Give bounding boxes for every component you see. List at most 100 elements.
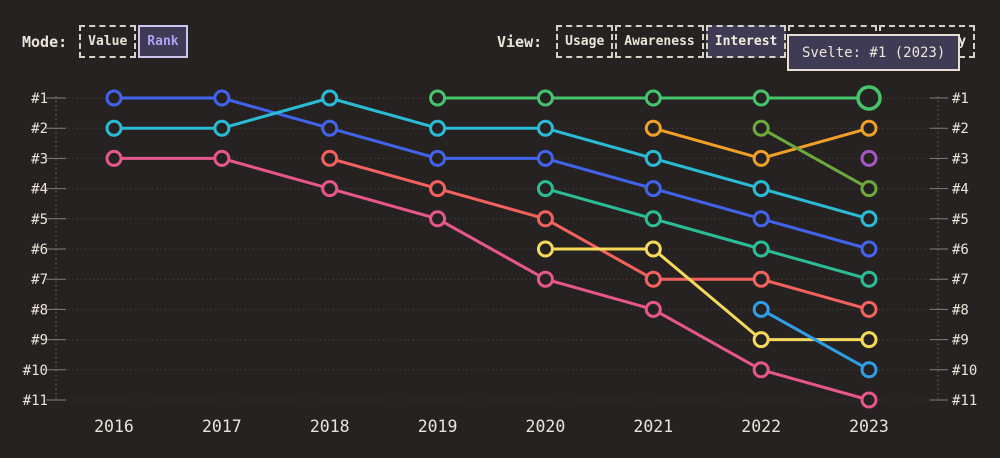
cyan-point-2020[interactable] bbox=[536, 119, 554, 137]
view-label: View: bbox=[497, 32, 543, 51]
pink-point-2021[interactable] bbox=[644, 300, 662, 318]
rank-label-right-4: #4 bbox=[952, 182, 969, 198]
rank-label-left-2: #2 bbox=[31, 121, 48, 137]
rank-label-right-6: #6 bbox=[952, 242, 969, 258]
mode-option-value[interactable]: Value bbox=[79, 25, 137, 58]
svelte-point-2022[interactable] bbox=[752, 89, 770, 107]
rank-label-left-6: #6 bbox=[31, 242, 48, 258]
cyan-point-2022[interactable] bbox=[752, 180, 770, 198]
cyan-point-2021[interactable] bbox=[644, 149, 662, 167]
pink-point-2019[interactable] bbox=[429, 210, 447, 228]
royal-blue-point-2023[interactable] bbox=[860, 240, 878, 258]
chart-tooltip: Svelte: #1 (2023) bbox=[787, 34, 961, 71]
teal-point-2020[interactable] bbox=[536, 180, 554, 198]
royal-blue-point-2021[interactable] bbox=[644, 180, 662, 198]
view-option-awareness[interactable]: Awareness bbox=[615, 25, 704, 58]
teal-point-2023[interactable] bbox=[860, 270, 878, 288]
svelte-point-2020[interactable] bbox=[536, 89, 554, 107]
orange-point-2022[interactable] bbox=[752, 149, 770, 167]
year-label-2017: 2017 bbox=[202, 417, 242, 436]
rank-label-right-10: #10 bbox=[952, 363, 977, 379]
sky-blue-point-2023[interactable] bbox=[860, 361, 878, 379]
view-option-usage[interactable]: Usage bbox=[556, 25, 614, 58]
salmon-point-2021[interactable] bbox=[644, 270, 662, 288]
royal-blue-point-2020[interactable] bbox=[536, 149, 554, 167]
mode-label: Mode: bbox=[22, 32, 68, 51]
rank-label-left-4: #4 bbox=[31, 182, 48, 198]
pink-line[interactable] bbox=[112, 156, 871, 402]
svelte-point-2021[interactable] bbox=[644, 89, 662, 107]
lime-line[interactable] bbox=[759, 126, 871, 191]
sky-blue-line[interactable] bbox=[759, 307, 871, 372]
cyan-point-2023[interactable] bbox=[860, 210, 878, 228]
cyan-point-2019[interactable] bbox=[429, 119, 447, 137]
rank-label-left-1: #1 bbox=[31, 91, 48, 107]
pink-point-2017[interactable] bbox=[213, 149, 231, 167]
salmon-point-2018[interactable] bbox=[321, 149, 339, 167]
year-label-2023: 2023 bbox=[849, 417, 889, 436]
lime-point-2023[interactable] bbox=[860, 180, 878, 198]
royal-blue-point-2016[interactable] bbox=[105, 89, 123, 107]
cyan-point-2018[interactable] bbox=[321, 89, 339, 107]
yellow-point-2022[interactable] bbox=[752, 331, 770, 349]
pink-point-2018[interactable] bbox=[321, 180, 339, 198]
royal-blue-point-2017[interactable] bbox=[213, 89, 231, 107]
orange-point-2023[interactable] bbox=[860, 119, 878, 137]
year-label-2018: 2018 bbox=[310, 417, 350, 436]
lime-point-2022[interactable] bbox=[752, 119, 770, 137]
mode-option-rank[interactable]: Rank bbox=[138, 25, 188, 58]
mode-control: Mode: Value Rank bbox=[22, 25, 188, 58]
teal-point-2022[interactable] bbox=[752, 240, 770, 258]
rank-label-right-3: #3 bbox=[952, 151, 969, 167]
royal-blue-point-2019[interactable] bbox=[429, 149, 447, 167]
purple-point-2023[interactable] bbox=[860, 149, 878, 167]
rank-label-right-2: #2 bbox=[952, 121, 969, 137]
rank-label-left-5: #5 bbox=[31, 212, 48, 228]
tooltip-text: Svelte: #1 (2023) bbox=[802, 44, 946, 61]
pink-point-2022[interactable] bbox=[752, 361, 770, 379]
royal-blue-point-2018[interactable] bbox=[321, 119, 339, 137]
pink-point-2023[interactable] bbox=[860, 391, 878, 409]
yellow-point-2023[interactable] bbox=[860, 331, 878, 349]
rank-label-left-3: #3 bbox=[31, 151, 48, 167]
rank-label-left-9: #9 bbox=[31, 333, 48, 349]
cyan-point-2016[interactable] bbox=[105, 119, 123, 137]
rank-label-right-9: #9 bbox=[952, 333, 969, 349]
yellow-point-2021[interactable] bbox=[644, 240, 662, 258]
rank-label-right-1: #1 bbox=[952, 91, 969, 107]
svelte-point-2023-highlighted[interactable] bbox=[856, 85, 882, 111]
view-option-interest[interactable]: Interest bbox=[705, 25, 787, 58]
teal-point-2021[interactable] bbox=[644, 210, 662, 228]
sky-blue-point-2022[interactable] bbox=[752, 300, 770, 318]
rank-label-left-8: #8 bbox=[31, 302, 48, 318]
year-label-2019: 2019 bbox=[418, 417, 458, 436]
salmon-point-2023[interactable] bbox=[860, 300, 878, 318]
rank-label-left-7: #7 bbox=[31, 272, 48, 288]
year-label-2021: 2021 bbox=[633, 417, 673, 436]
pink-point-2016[interactable] bbox=[105, 149, 123, 167]
year-label-2016: 2016 bbox=[94, 417, 134, 436]
mode-button-row: Value Rank bbox=[79, 25, 188, 58]
yellow-point-2020[interactable] bbox=[536, 240, 554, 258]
salmon-line[interactable] bbox=[328, 156, 871, 311]
royal-blue-line[interactable] bbox=[112, 96, 871, 251]
rank-label-right-7: #7 bbox=[952, 272, 969, 288]
cyan-line[interactable] bbox=[112, 96, 871, 221]
orange-point-2021[interactable] bbox=[644, 119, 662, 137]
pink-point-2020[interactable] bbox=[536, 270, 554, 288]
salmon-point-2020[interactable] bbox=[536, 210, 554, 228]
year-label-2020: 2020 bbox=[526, 417, 566, 436]
teal-line[interactable] bbox=[543, 187, 871, 281]
salmon-point-2019[interactable] bbox=[429, 180, 447, 198]
rank-label-right-5: #5 bbox=[952, 212, 969, 228]
rank-label-left-11: #11 bbox=[23, 393, 48, 409]
salmon-point-2022[interactable] bbox=[752, 270, 770, 288]
rank-label-right-8: #8 bbox=[952, 302, 969, 318]
cyan-point-2017[interactable] bbox=[213, 119, 231, 137]
royal-blue-point-2022[interactable] bbox=[752, 210, 770, 228]
year-label-2022: 2022 bbox=[741, 417, 781, 436]
rank-label-left-10: #10 bbox=[23, 363, 48, 379]
svelte-point-2019[interactable] bbox=[429, 89, 447, 107]
